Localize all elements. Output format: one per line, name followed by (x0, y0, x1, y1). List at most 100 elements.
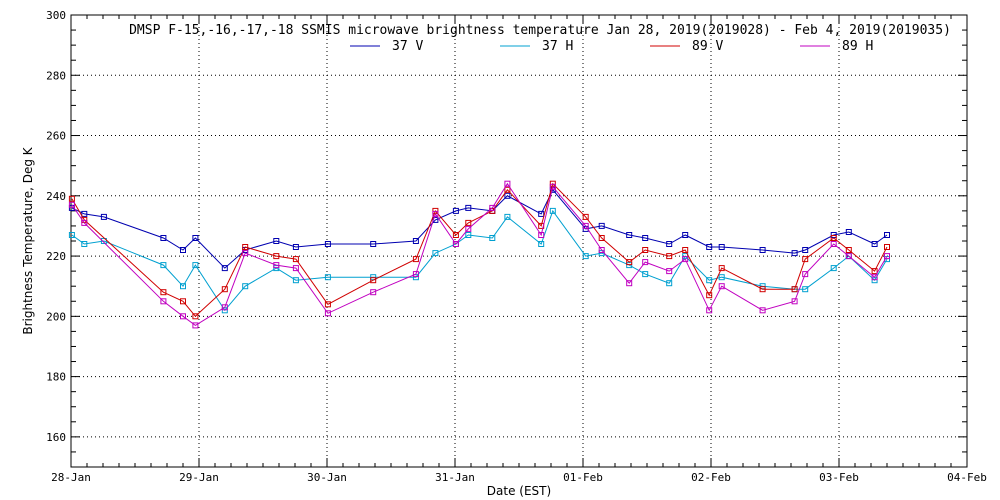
data-point (706, 307, 713, 314)
series-line (71, 188, 888, 269)
series-line (71, 182, 888, 318)
x-tick-label: 30-Jan (307, 471, 347, 484)
data-point (598, 222, 605, 229)
data-point (666, 268, 673, 275)
series-37-v (68, 186, 890, 272)
data-point (682, 247, 689, 253)
series-89-v (68, 180, 890, 320)
axis-ticks (70, 14, 968, 468)
data-point (489, 235, 496, 241)
data-point (682, 232, 689, 238)
series-line (71, 182, 888, 327)
x-tick-label: 29-Jan (179, 471, 219, 484)
data-point (192, 262, 199, 269)
data-point (626, 232, 633, 238)
y-axis-label: Brightness Temperature, Deg K (21, 146, 35, 334)
data-point (759, 307, 766, 314)
series-layer (68, 180, 890, 329)
data-point (830, 265, 837, 272)
legend-item: 89 H (800, 39, 873, 54)
data-point (718, 283, 725, 290)
y-tick-label: 280 (46, 69, 66, 82)
x-tick-label: 03-Feb (819, 471, 859, 484)
data-point (370, 277, 377, 284)
data-point (718, 265, 725, 272)
data-point (412, 238, 419, 244)
data-point (324, 241, 331, 247)
data-point (432, 210, 439, 217)
data-point (180, 313, 186, 320)
y-tick-label: 300 (46, 9, 66, 22)
data-point (81, 210, 88, 217)
data-point (452, 241, 459, 247)
chart-title: DMSP F-15,-16,-17,-18 SSMIS microwave br… (129, 23, 951, 38)
data-point (791, 298, 798, 305)
data-point (452, 232, 459, 238)
data-point (452, 207, 459, 214)
data-point (412, 274, 419, 281)
data-point (273, 238, 280, 244)
x-tick-label: 04-Feb (947, 471, 987, 484)
data-point (192, 322, 199, 329)
data-point (432, 250, 439, 257)
legend-item: 37 H (500, 39, 573, 54)
data-point (759, 247, 766, 253)
data-point (68, 232, 75, 238)
data-point (884, 244, 890, 250)
series-89-h (68, 180, 890, 329)
legend: 37 V 37 H 89 V 89 H (350, 39, 873, 54)
data-point (884, 253, 890, 260)
data-point (292, 256, 299, 263)
data-point (884, 232, 890, 238)
data-point (160, 289, 167, 296)
x-tick-labels: 28-Jan 29-Jan 30-Jan 31-Jan 01-Feb 02-Feb 03-F… (51, 471, 987, 484)
data-point (324, 274, 331, 281)
data-point (81, 241, 88, 247)
grid-lines (71, 15, 967, 467)
data-point (292, 244, 299, 250)
data-point (192, 235, 199, 241)
data-point (489, 204, 496, 211)
data-point (242, 283, 249, 290)
data-point (598, 247, 605, 253)
y-tick-label: 260 (46, 130, 66, 143)
data-point (845, 229, 852, 235)
data-point (273, 262, 280, 269)
data-point (802, 286, 809, 293)
data-point (666, 241, 673, 247)
data-point (549, 183, 556, 190)
data-point (504, 192, 511, 199)
data-point (465, 232, 472, 238)
data-point (582, 222, 589, 229)
data-point (642, 247, 649, 253)
x-tick-label: 28-Jan (51, 471, 91, 484)
data-point (504, 186, 511, 193)
data-point (871, 268, 878, 275)
legend-item: 37 V (350, 39, 423, 54)
data-point (465, 204, 472, 211)
data-point (538, 210, 545, 217)
data-point (324, 301, 331, 308)
data-point (845, 253, 852, 260)
data-point (273, 253, 280, 260)
data-point (465, 225, 472, 232)
data-point (626, 280, 633, 287)
data-point (871, 241, 878, 247)
data-point (538, 232, 545, 238)
legend-item: 89 V (650, 39, 723, 54)
legend-label: 37 H (542, 39, 573, 54)
legend-label: 89 V (692, 39, 723, 54)
data-point (221, 304, 228, 311)
data-point (81, 219, 88, 226)
data-point (100, 213, 107, 220)
data-point (791, 250, 798, 257)
data-point (292, 265, 299, 272)
data-point (666, 253, 673, 260)
data-point (160, 298, 167, 305)
x-axis-label: Date (EST) (487, 484, 551, 498)
data-point (791, 286, 798, 293)
data-point (802, 247, 809, 253)
data-point (538, 241, 545, 247)
y-tick-label: 200 (46, 310, 66, 323)
data-point (370, 289, 377, 296)
